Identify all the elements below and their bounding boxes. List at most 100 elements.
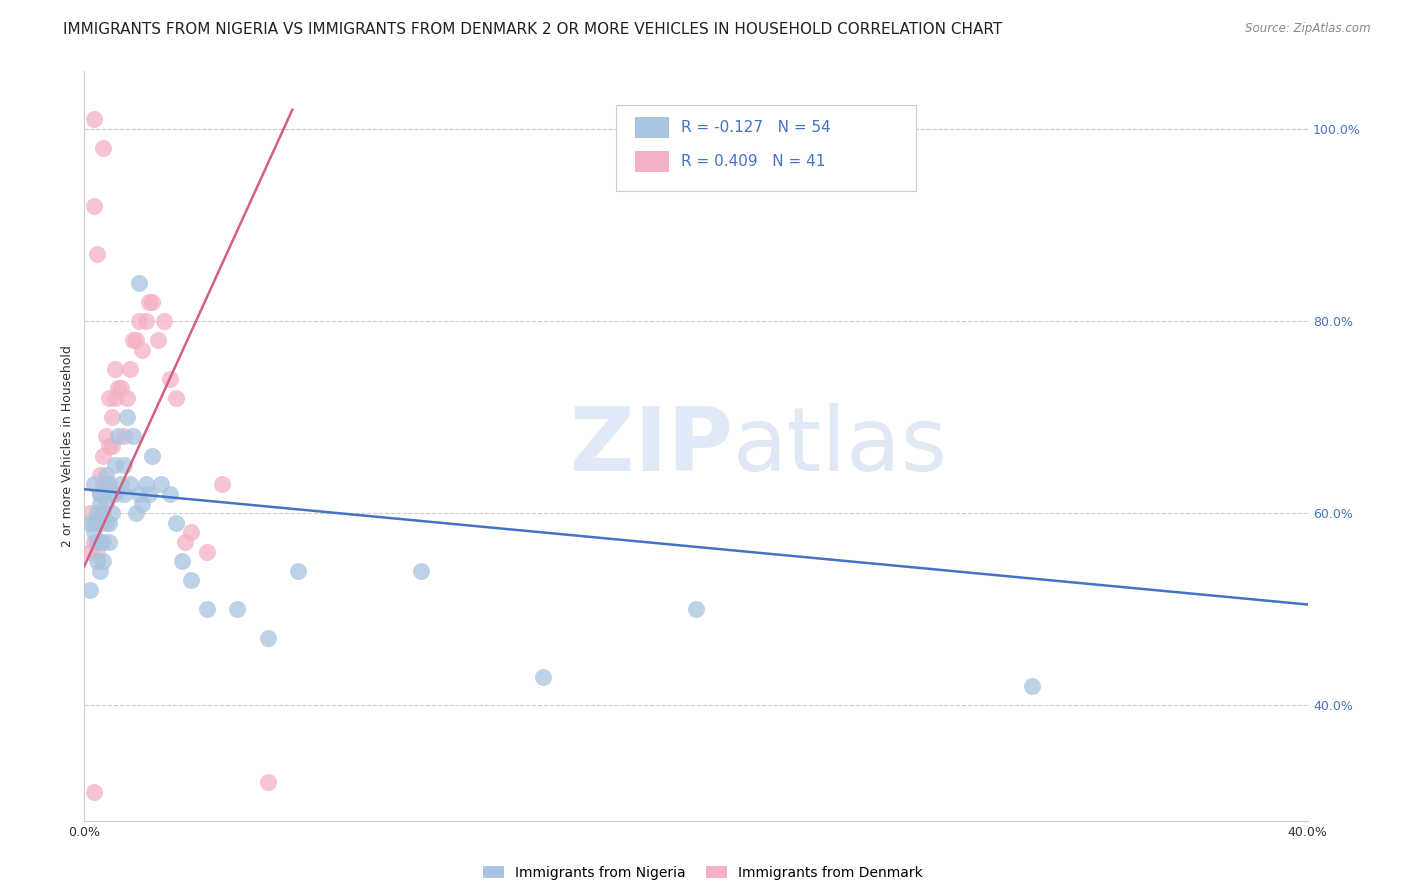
Point bbox=[195, 544, 218, 558]
Point bbox=[83, 199, 105, 213]
Point bbox=[86, 554, 108, 568]
Point bbox=[97, 477, 120, 491]
Point bbox=[125, 506, 148, 520]
Point bbox=[83, 112, 105, 127]
Point bbox=[89, 487, 111, 501]
Point bbox=[94, 477, 117, 491]
Bar bbox=[636, 151, 669, 172]
Point bbox=[115, 391, 138, 405]
Point bbox=[112, 458, 135, 473]
Point bbox=[89, 487, 111, 501]
Point bbox=[122, 429, 145, 443]
Point bbox=[128, 276, 150, 290]
Point bbox=[135, 314, 157, 328]
Bar bbox=[636, 117, 669, 138]
Point bbox=[112, 429, 135, 443]
Point bbox=[86, 247, 108, 261]
Point bbox=[94, 516, 117, 530]
Point bbox=[165, 391, 187, 405]
Point bbox=[83, 477, 105, 491]
Point bbox=[135, 477, 157, 491]
Point bbox=[125, 334, 148, 348]
Point bbox=[153, 314, 176, 328]
Point bbox=[83, 535, 105, 549]
Point bbox=[91, 449, 114, 463]
Point bbox=[91, 141, 114, 155]
Point bbox=[86, 535, 108, 549]
Point bbox=[97, 439, 120, 453]
Point bbox=[94, 497, 117, 511]
Point bbox=[101, 439, 124, 453]
Point bbox=[94, 429, 117, 443]
Point bbox=[79, 516, 101, 530]
Point bbox=[89, 467, 111, 482]
Point bbox=[138, 294, 160, 309]
Point bbox=[86, 544, 108, 558]
Point bbox=[257, 631, 280, 645]
Point bbox=[107, 381, 129, 395]
Point bbox=[110, 381, 132, 395]
Point bbox=[195, 602, 218, 616]
Point bbox=[287, 564, 309, 578]
Y-axis label: 2 or more Vehicles in Household: 2 or more Vehicles in Household bbox=[60, 345, 75, 547]
Point bbox=[159, 372, 181, 386]
Point bbox=[89, 564, 111, 578]
Text: Source: ZipAtlas.com: Source: ZipAtlas.com bbox=[1246, 22, 1371, 36]
Point bbox=[149, 477, 172, 491]
Text: atlas: atlas bbox=[733, 402, 948, 490]
Point bbox=[83, 785, 105, 799]
Point bbox=[131, 343, 153, 357]
Point bbox=[120, 362, 142, 376]
Point bbox=[531, 669, 554, 683]
Point bbox=[97, 516, 120, 530]
Point bbox=[104, 458, 127, 473]
Point bbox=[86, 516, 108, 530]
Point bbox=[101, 487, 124, 501]
Point bbox=[104, 487, 127, 501]
Point bbox=[1021, 679, 1043, 693]
Point bbox=[91, 535, 114, 549]
Point bbox=[172, 554, 194, 568]
Point bbox=[91, 554, 114, 568]
Point bbox=[115, 410, 138, 425]
Point bbox=[94, 467, 117, 482]
Text: IMMIGRANTS FROM NIGERIA VS IMMIGRANTS FROM DENMARK 2 OR MORE VEHICLES IN HOUSEHO: IMMIGRANTS FROM NIGERIA VS IMMIGRANTS FR… bbox=[63, 22, 1002, 37]
Legend: Immigrants from Nigeria, Immigrants from Denmark: Immigrants from Nigeria, Immigrants from… bbox=[478, 860, 928, 885]
Point bbox=[97, 391, 120, 405]
Point bbox=[97, 535, 120, 549]
Point bbox=[257, 775, 280, 789]
Point bbox=[91, 477, 114, 491]
Point bbox=[91, 506, 114, 520]
Point bbox=[104, 362, 127, 376]
Point bbox=[89, 535, 111, 549]
Point bbox=[83, 516, 105, 530]
Text: ZIP: ZIP bbox=[569, 402, 733, 490]
Point bbox=[146, 334, 169, 348]
Point bbox=[128, 314, 150, 328]
Point bbox=[112, 487, 135, 501]
Point bbox=[91, 506, 114, 520]
Point bbox=[141, 449, 163, 463]
Point bbox=[91, 487, 114, 501]
Point bbox=[180, 525, 202, 540]
Point bbox=[101, 410, 124, 425]
Point bbox=[211, 477, 233, 491]
Point bbox=[86, 506, 108, 520]
Text: R = -0.127   N = 54: R = -0.127 N = 54 bbox=[682, 120, 831, 135]
Point bbox=[107, 429, 129, 443]
Point bbox=[110, 477, 132, 491]
Point bbox=[131, 497, 153, 511]
Point bbox=[685, 602, 707, 616]
Point bbox=[141, 294, 163, 309]
Point bbox=[138, 487, 160, 501]
Bar bbox=[616, 105, 917, 191]
Point bbox=[174, 535, 197, 549]
Text: R = 0.409   N = 41: R = 0.409 N = 41 bbox=[682, 153, 825, 169]
Point bbox=[83, 525, 105, 540]
Point bbox=[79, 506, 101, 520]
Point bbox=[104, 391, 127, 405]
Point bbox=[101, 506, 124, 520]
Point bbox=[120, 477, 142, 491]
Point bbox=[165, 516, 187, 530]
Point bbox=[180, 574, 202, 588]
